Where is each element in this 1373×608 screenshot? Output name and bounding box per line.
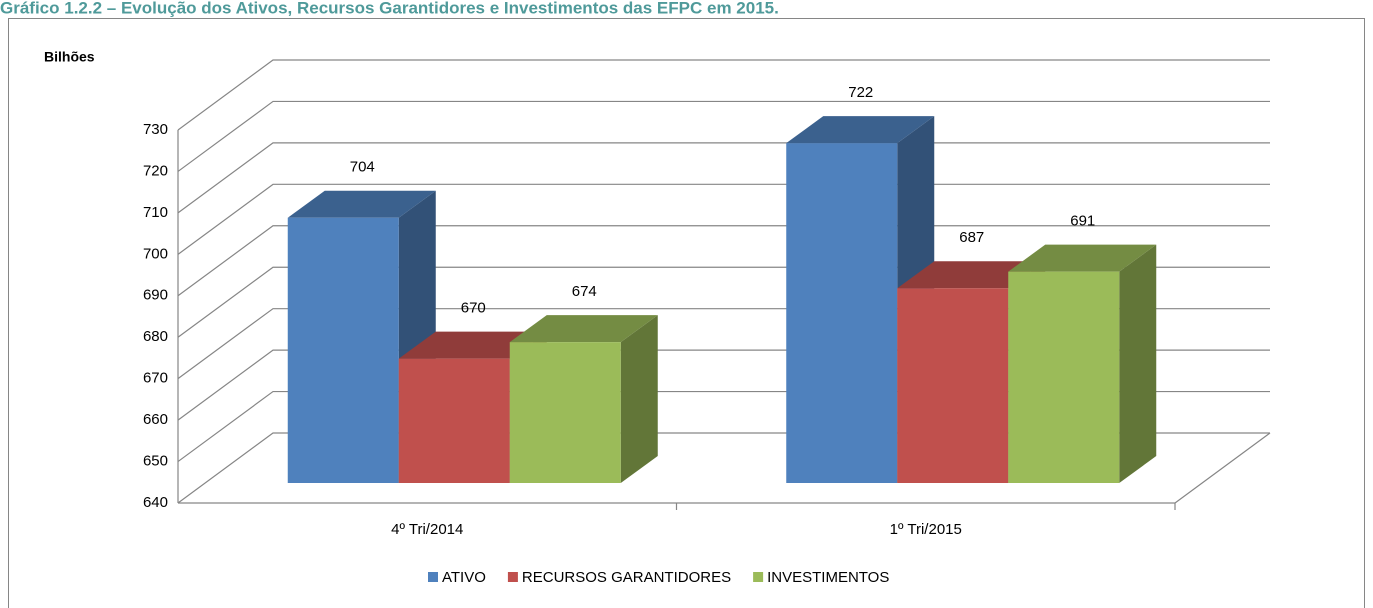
chart-title: Gráfico 1.2.2 – Evolução dos Ativos, Rec… xyxy=(0,0,779,17)
legend-swatch xyxy=(507,572,518,582)
legend-swatch xyxy=(753,572,764,582)
y-tick-label: 720 xyxy=(143,162,168,179)
grid-line xyxy=(177,142,1270,214)
bar-side xyxy=(620,315,658,483)
bar-front xyxy=(509,342,621,483)
y-tick-label: 680 xyxy=(143,328,168,345)
y-tick-label: 670 xyxy=(143,370,168,387)
bar-front xyxy=(786,143,898,483)
legend-label: RECURSOS GARANTIDORES xyxy=(522,569,731,586)
y-tick-label: 650 xyxy=(143,453,168,470)
y-tick-label: 690 xyxy=(143,287,168,304)
data-label: 691 xyxy=(1070,213,1095,230)
bar-top xyxy=(509,315,658,343)
grid-line xyxy=(177,183,1270,255)
chart-frame xyxy=(8,18,1365,608)
bar xyxy=(1008,244,1157,483)
y-tick-label: 710 xyxy=(143,204,168,221)
legend-label: INVESTIMENTOS xyxy=(767,569,889,586)
bar-top xyxy=(786,116,935,144)
y-tick-label: 640 xyxy=(143,494,168,511)
bar-front xyxy=(897,288,1009,483)
x-tick-label: 4º Tri/2014 xyxy=(391,521,463,538)
bar-top xyxy=(287,190,436,218)
bar-top xyxy=(1008,244,1157,272)
data-label: 687 xyxy=(959,229,984,246)
x-tick-label: 1º Tri/2015 xyxy=(890,521,962,538)
data-label: 722 xyxy=(848,84,873,101)
bar xyxy=(509,315,658,483)
grid-line xyxy=(177,59,1270,131)
grid-line xyxy=(177,100,1270,172)
bar-front xyxy=(287,217,399,483)
y-axis-label: Bilhões xyxy=(44,49,95,65)
bar-front xyxy=(398,358,510,483)
bar-side xyxy=(1119,244,1157,483)
data-label: 704 xyxy=(350,159,375,176)
y-tick-label: 700 xyxy=(143,245,168,262)
legend-label: ATIVO xyxy=(442,569,486,586)
bar-front xyxy=(1008,271,1120,483)
y-tick-label: 730 xyxy=(143,121,168,138)
data-label: 670 xyxy=(461,300,486,317)
y-tick-label: 660 xyxy=(143,411,168,428)
data-label: 674 xyxy=(572,283,597,300)
grid-line xyxy=(177,225,1270,297)
legend-swatch xyxy=(428,572,438,582)
